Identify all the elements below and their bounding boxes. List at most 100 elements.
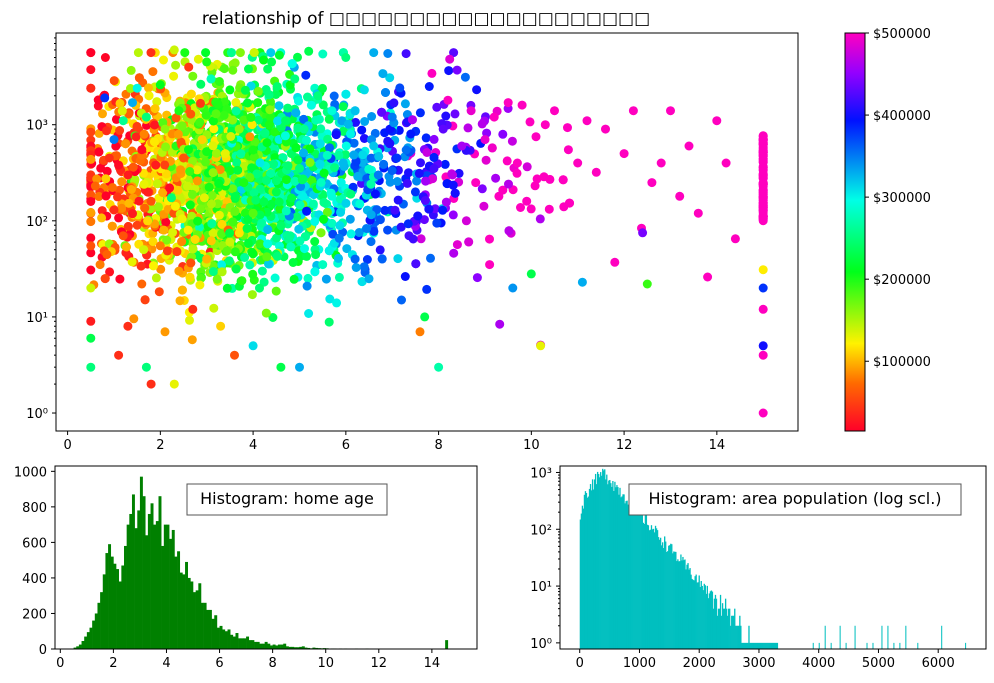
hist-pop-bar bbox=[642, 522, 645, 649]
scatter-point bbox=[758, 265, 768, 275]
scatter-point bbox=[401, 49, 411, 59]
scatter-title: relationship of □□□□□□□□□□□□□□□□□□□□ bbox=[202, 9, 650, 29]
scatter-point bbox=[440, 159, 450, 169]
scatter-point bbox=[217, 260, 227, 270]
scatter-point bbox=[207, 191, 217, 200]
hist-age-bar bbox=[445, 640, 449, 649]
scatter-point bbox=[338, 158, 348, 168]
hist-pop-bar bbox=[917, 642, 919, 649]
hist-pop-bar bbox=[645, 515, 648, 649]
hist-pop-bar bbox=[669, 545, 671, 649]
scatter-point bbox=[259, 197, 269, 207]
scatter-point bbox=[471, 178, 481, 188]
hist-pop-bar bbox=[759, 642, 761, 649]
hist-pop-bar bbox=[593, 479, 596, 649]
hist-pop-bar bbox=[734, 608, 736, 649]
hist-pop-bar bbox=[611, 486, 613, 649]
scatter-point bbox=[214, 179, 224, 188]
hist-pop-bar bbox=[670, 543, 672, 649]
scatter-point bbox=[758, 205, 768, 215]
scatter-point bbox=[441, 111, 451, 121]
scatter-point bbox=[94, 191, 104, 201]
hist-age-bar bbox=[219, 625, 223, 649]
scatter-point bbox=[322, 207, 332, 217]
hist-pop-bar bbox=[606, 474, 608, 649]
hist-age-bar bbox=[89, 627, 93, 649]
scatter-point bbox=[217, 267, 227, 277]
scatter-point bbox=[176, 165, 185, 175]
scatter-point bbox=[175, 296, 185, 306]
x-tick-label: 3000 bbox=[742, 656, 775, 671]
scatter-point bbox=[179, 153, 188, 163]
hist-age-bar bbox=[275, 645, 279, 649]
scatter-point bbox=[252, 169, 262, 179]
scatter-point bbox=[406, 129, 416, 139]
scatter-point bbox=[318, 83, 327, 93]
x-tick-label: 6 bbox=[215, 656, 223, 671]
hist-pop-bar bbox=[588, 488, 591, 649]
scatter-point bbox=[311, 250, 321, 260]
scatter-point bbox=[302, 206, 312, 216]
hist-pop-bar bbox=[881, 625, 883, 649]
scatter-point bbox=[239, 161, 249, 171]
scatter-point bbox=[186, 109, 196, 119]
scatter-point bbox=[169, 45, 179, 55]
scatter-point bbox=[285, 231, 295, 241]
scatter-point bbox=[338, 126, 348, 136]
hist-pop-bar bbox=[747, 642, 749, 649]
scatter-point bbox=[419, 215, 429, 225]
hist-pop-bar bbox=[762, 642, 764, 649]
scatter-point bbox=[712, 116, 722, 126]
scatter-point bbox=[378, 69, 388, 79]
scatter-point bbox=[231, 98, 241, 107]
scatter-point bbox=[366, 179, 376, 189]
hist-pop-bar bbox=[745, 642, 747, 649]
hist-pop-bar bbox=[738, 625, 740, 649]
hist-age-bar bbox=[246, 636, 250, 649]
scatter-point bbox=[387, 112, 397, 122]
hist-pop-bar bbox=[623, 494, 625, 649]
scatter-point bbox=[249, 48, 259, 58]
scatter-point bbox=[461, 216, 471, 226]
scatter-point bbox=[369, 226, 379, 236]
scatter-point bbox=[402, 178, 412, 188]
hist-pop-bar bbox=[697, 582, 699, 649]
x-tick-label: 2 bbox=[109, 656, 117, 671]
scatter-point bbox=[151, 160, 161, 170]
scatter-point bbox=[292, 212, 302, 222]
hist-pop-bar bbox=[672, 553, 674, 649]
scatter-point bbox=[86, 154, 96, 164]
scatter-point bbox=[353, 171, 363, 181]
scatter-point bbox=[95, 260, 105, 270]
scatter-point bbox=[563, 145, 573, 155]
scatter-point bbox=[290, 74, 300, 84]
scatter-point bbox=[477, 119, 487, 129]
scatter-point bbox=[86, 83, 96, 93]
hist-pop-bar bbox=[638, 510, 640, 649]
scatter-point bbox=[86, 217, 96, 227]
scatter-point bbox=[288, 258, 298, 267]
scatter-point bbox=[422, 148, 432, 157]
hist-age-bar bbox=[108, 544, 112, 649]
hist-pop-bar bbox=[751, 642, 753, 649]
scatter-point bbox=[324, 317, 334, 327]
scatter-point bbox=[281, 116, 291, 126]
scatter-point bbox=[385, 177, 395, 187]
scatter-point bbox=[161, 142, 171, 152]
scatter-point bbox=[268, 313, 278, 322]
hist-age-bar bbox=[139, 476, 143, 649]
scatter-point bbox=[421, 176, 431, 186]
scatter-point bbox=[188, 304, 198, 314]
hist-pop-bar bbox=[768, 642, 770, 649]
scatter-point bbox=[316, 124, 326, 134]
hist-pop-bar bbox=[702, 590, 704, 649]
scatter-point bbox=[324, 114, 334, 124]
x-tick-label: 6 bbox=[342, 438, 350, 453]
scatter-point bbox=[330, 163, 339, 173]
hist-age-bar bbox=[224, 631, 228, 649]
scatter-point bbox=[234, 124, 244, 134]
scatter-point bbox=[94, 147, 104, 157]
scatter-point bbox=[190, 235, 200, 244]
hist-pop-bar bbox=[748, 625, 750, 649]
hist-age-bars bbox=[73, 476, 449, 649]
